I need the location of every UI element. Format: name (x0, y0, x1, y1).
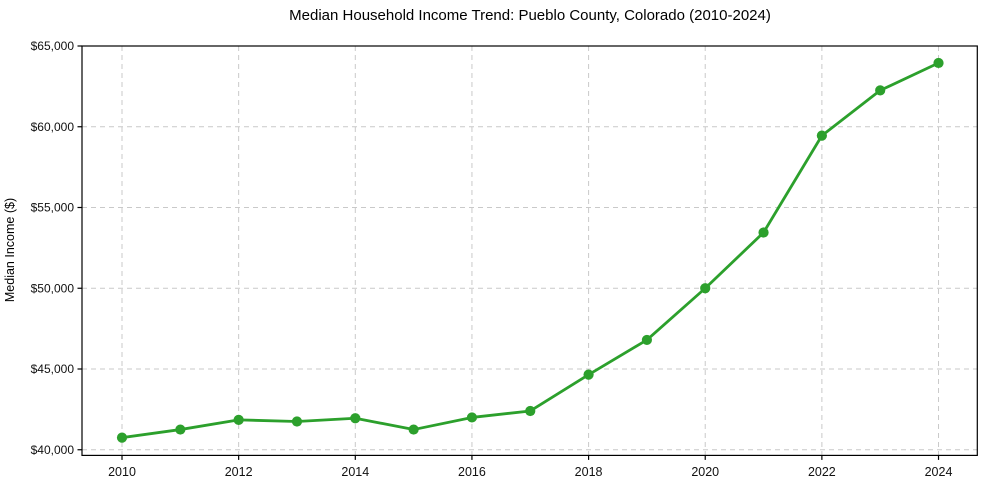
y-tick-label: $60,000 (31, 120, 75, 134)
plot-border (81, 45, 978, 456)
data-point-marker (175, 424, 186, 435)
x-tick-label: 2012 (225, 465, 253, 479)
x-tick-label: 2022 (808, 465, 836, 479)
x-tick-label: 2010 (108, 465, 136, 479)
data-point-marker (583, 369, 594, 380)
data-point-marker (525, 405, 536, 417)
data-point-marker (641, 334, 653, 346)
y-tick-label: $55,000 (31, 201, 75, 215)
data-point-marker (875, 85, 886, 96)
y-tick-label: $65,000 (31, 39, 75, 53)
x-tick-label: 2016 (458, 465, 486, 479)
data-point-marker (408, 424, 419, 435)
x-tick-label: 2020 (691, 465, 719, 479)
x-tick-label: 2024 (925, 465, 953, 479)
data-point-marker (933, 57, 944, 69)
data-point-marker (758, 227, 769, 238)
data-point-marker (816, 130, 827, 141)
x-tick-label: 2014 (341, 465, 369, 479)
trend-line (120, 61, 940, 440)
data-point-marker (350, 413, 361, 424)
data-point-marker (233, 414, 244, 425)
data-point-marker (116, 432, 128, 443)
x-tick-label: 2018 (575, 465, 603, 479)
y-tick-label: $40,000 (31, 443, 75, 457)
chart-title: Median Household Income Trend: Pueblo Co… (289, 7, 771, 24)
data-point-marker (291, 416, 303, 427)
y-tick-label: $45,000 (31, 362, 75, 376)
data-point-marker (700, 283, 711, 294)
data-point-marker (466, 412, 478, 423)
y-tick-label: $50,000 (31, 281, 75, 295)
